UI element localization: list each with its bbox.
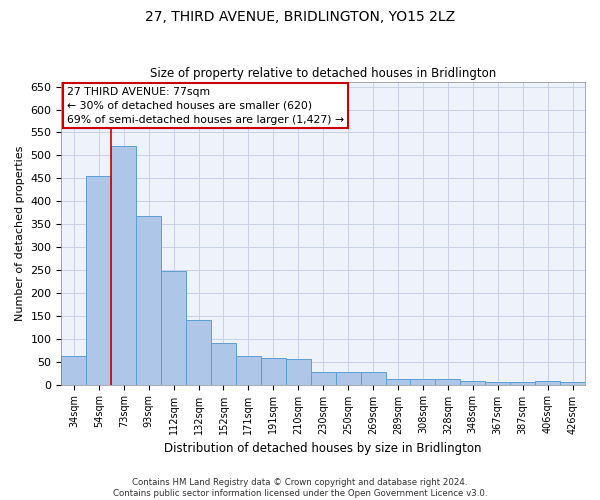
Bar — [311, 372, 335, 384]
Bar — [261, 358, 286, 384]
Bar — [535, 381, 560, 384]
Bar — [236, 356, 261, 384]
Bar — [460, 381, 485, 384]
Bar — [61, 356, 86, 384]
X-axis label: Distribution of detached houses by size in Bridlington: Distribution of detached houses by size … — [164, 442, 482, 455]
Y-axis label: Number of detached properties: Number of detached properties — [15, 146, 25, 321]
Bar — [410, 379, 436, 384]
Bar — [286, 360, 311, 384]
Bar — [436, 379, 460, 384]
Bar — [211, 343, 236, 384]
Bar — [560, 382, 585, 384]
Bar — [86, 176, 111, 384]
Bar — [136, 216, 161, 384]
Title: Size of property relative to detached houses in Bridlington: Size of property relative to detached ho… — [150, 66, 496, 80]
Bar — [386, 379, 410, 384]
Bar — [111, 146, 136, 384]
Bar — [361, 372, 386, 384]
Bar — [485, 382, 510, 384]
Text: Contains HM Land Registry data © Crown copyright and database right 2024.
Contai: Contains HM Land Registry data © Crown c… — [113, 478, 487, 498]
Text: 27, THIRD AVENUE, BRIDLINGTON, YO15 2LZ: 27, THIRD AVENUE, BRIDLINGTON, YO15 2LZ — [145, 10, 455, 24]
Text: 27 THIRD AVENUE: 77sqm
← 30% of detached houses are smaller (620)
69% of semi-de: 27 THIRD AVENUE: 77sqm ← 30% of detached… — [67, 86, 344, 124]
Bar — [186, 320, 211, 384]
Bar — [161, 271, 186, 384]
Bar — [335, 372, 361, 384]
Bar — [510, 382, 535, 384]
